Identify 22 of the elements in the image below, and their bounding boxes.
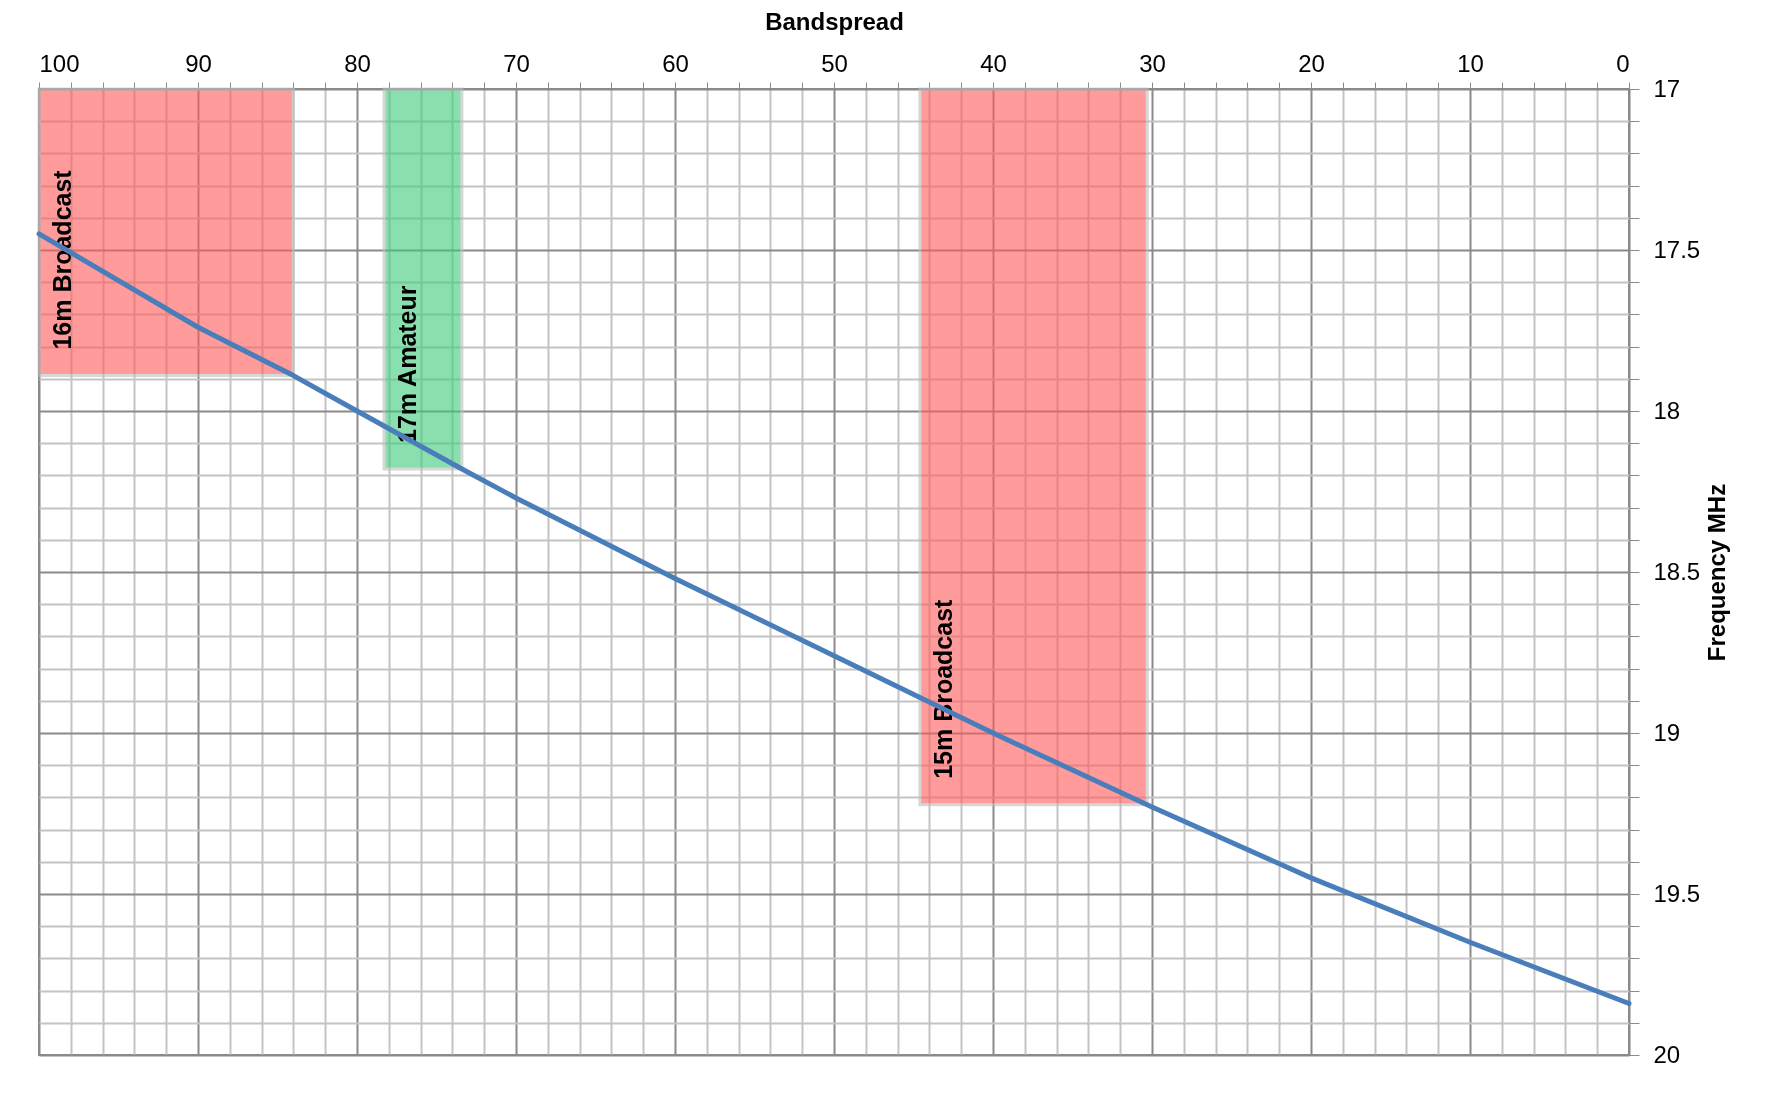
x-tick-label: 60 xyxy=(662,49,689,77)
x-tick-label: 0 xyxy=(1616,49,1630,77)
y-axis-title: Frequency MHz xyxy=(1703,483,1731,662)
band-label: 16m Broadcast xyxy=(48,169,76,350)
y-tick-label: 18.5 xyxy=(1653,557,1701,585)
y-tick-label: 19.5 xyxy=(1653,879,1701,907)
x-tick-label: 10 xyxy=(1457,49,1484,77)
y-tick-label: 20 xyxy=(1653,1040,1681,1068)
x-tick-label: 30 xyxy=(1139,49,1166,77)
band-label: 15m Broadcast xyxy=(928,598,957,779)
y-tick-label: 17.5 xyxy=(1653,235,1701,263)
y-tick-label: 19 xyxy=(1653,718,1681,746)
x-tick-label: 70 xyxy=(503,49,530,77)
x-tick-label: 20 xyxy=(1298,49,1325,77)
y-tick-label: 17 xyxy=(1653,74,1681,102)
x-tick-label: 50 xyxy=(821,49,848,77)
x-axis-title: Bandspread xyxy=(765,7,904,35)
x-tick-label: 90 xyxy=(185,49,212,77)
x-tick-label: 100 xyxy=(39,49,80,77)
x-tick-label: 40 xyxy=(980,49,1007,77)
x-tick-label: 80 xyxy=(344,49,371,77)
y-tick-label: 18 xyxy=(1653,396,1681,424)
